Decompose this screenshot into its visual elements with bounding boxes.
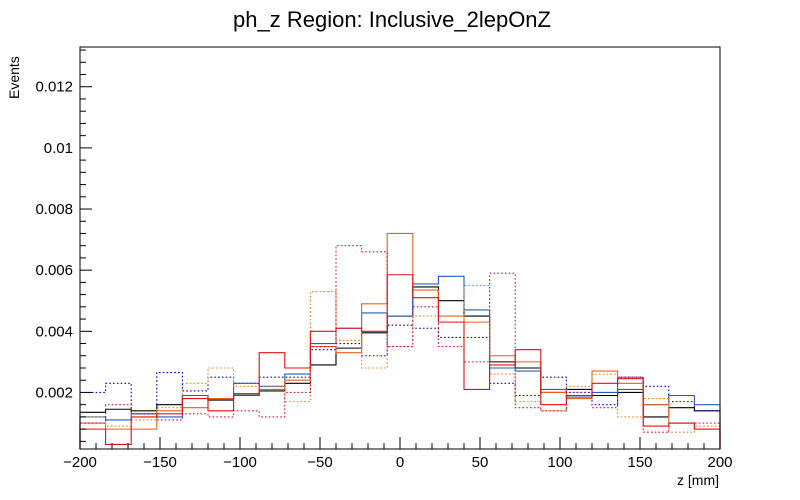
x-tick-label: 150 — [627, 454, 652, 471]
histogram-series-3 — [79, 275, 721, 449]
x-tick-label: 0 — [396, 454, 404, 471]
histogram-series-5 — [79, 284, 721, 449]
x-tick-label: 200 — [707, 454, 732, 471]
y-tick-label: 0.012 — [35, 79, 73, 96]
x-tick-label: 100 — [547, 454, 572, 471]
plot-frame — [79, 46, 721, 450]
x-tick-label: 50 — [472, 454, 489, 471]
y-tick-label: 0.002 — [35, 384, 73, 401]
y-tick-label: 0.004 — [35, 323, 73, 340]
y-tick-label: 0.01 — [44, 140, 73, 157]
x-axis-label: z [mm] — [677, 472, 719, 488]
axis-layer: −200 −150 −100 −50 0 50 100 150 200 0.002 0.004 0.0… — [35, 49, 733, 471]
histogram-series-2 — [79, 324, 721, 449]
x-tick-label: −100 — [223, 454, 257, 471]
y-axis-label: Events — [6, 56, 22, 99]
x-tick-label: −200 — [63, 454, 97, 471]
y-tick-label: 0.006 — [35, 262, 73, 279]
chart-title: ph_z Region: Inclusive_2lepOnZ — [233, 7, 551, 32]
series-layer — [79, 232, 721, 449]
y-tick-label: 0.008 — [35, 201, 73, 218]
x-tick-label: −50 — [307, 454, 332, 471]
histogram-series-1 — [79, 286, 721, 449]
histogram-series-6 — [79, 274, 721, 449]
x-tick-label: −150 — [143, 454, 177, 471]
histogram-series-7 — [79, 245, 721, 449]
